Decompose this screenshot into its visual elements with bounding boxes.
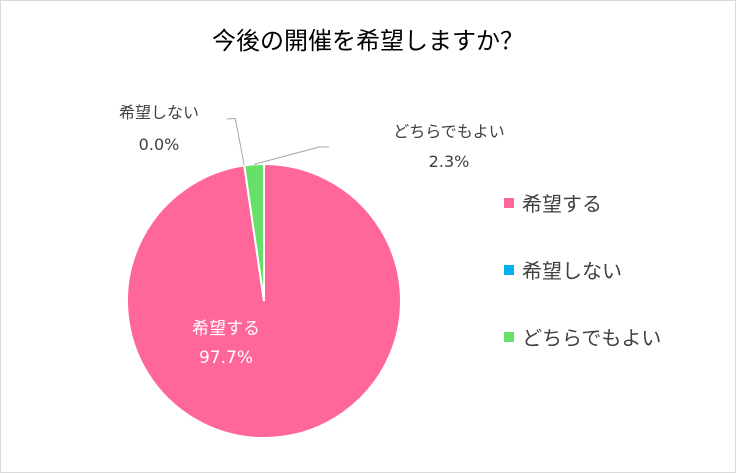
callout-line: [253, 146, 329, 165]
data-label-category: 希望する: [192, 319, 260, 339]
legend-swatch: [504, 332, 514, 342]
chart-title: 今後の開催を希望しますか？: [212, 27, 524, 55]
data-label-value: 2.3%: [429, 152, 470, 171]
data-label-category: どちらでもよい: [393, 122, 505, 141]
data-label-value: 0.0%: [139, 135, 180, 154]
callout-lines: [226, 117, 329, 166]
legend-label: 希望しない: [522, 259, 622, 283]
pie-slices: [126, 162, 402, 439]
pie-slice: [126, 162, 402, 439]
legend-swatch: [504, 198, 514, 208]
data-label-value: 97.7%: [199, 348, 253, 368]
legend-label: どちらでもよい: [522, 326, 661, 350]
legend-swatch: [504, 265, 514, 275]
callout-line: [226, 117, 245, 166]
data-labels: 希望する 97.7% 希望しない 0.0% どちらでもよい 2.3%: [119, 103, 505, 368]
legend-label: 希望する: [522, 192, 602, 216]
data-label-category: 希望しない: [119, 103, 199, 122]
